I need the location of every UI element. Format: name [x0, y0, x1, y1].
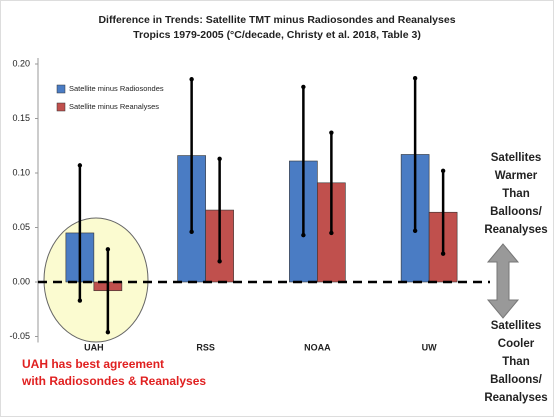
error-bar — [189, 77, 194, 235]
y-tick-label: -0.05 — [9, 331, 30, 341]
x-tick-label: NOAA — [304, 342, 331, 352]
x-tick-label: RSS — [196, 342, 215, 352]
y-tick-label: 0.15 — [12, 113, 30, 123]
double-arrow — [486, 243, 520, 319]
annotation: Reanalyses — [484, 224, 547, 236]
error-bar — [329, 130, 334, 236]
annotation: Warmer — [495, 170, 538, 182]
legend-label: Satellite minus Radiosondes — [69, 84, 164, 93]
y-tick-label: 0.05 — [12, 222, 30, 232]
error-bar — [301, 84, 306, 238]
error-bar — [217, 156, 222, 264]
y-tick-label: 0.00 — [12, 276, 30, 286]
x-tick-label: UW — [422, 342, 437, 352]
annotation: with Radiosondes & Reanalyses — [21, 374, 206, 388]
annotation: Balloons/ — [490, 374, 543, 386]
error-bar — [440, 168, 446, 256]
x-tick-label: UAH — [84, 342, 104, 352]
error-bar — [412, 75, 418, 233]
annotation: Than — [502, 188, 529, 200]
legend-label: Satellite minus Reanalyses — [69, 102, 159, 111]
annotation: Satellites — [491, 320, 542, 332]
legend-swatch — [56, 102, 66, 112]
y-tick-label: 0.10 — [12, 167, 30, 177]
highlight-ellipse — [43, 217, 149, 343]
error-bar — [105, 247, 111, 335]
annotation: UAH has best agreement — [22, 357, 164, 371]
annotation: Balloons/ — [490, 206, 543, 218]
annotation: Satellites — [491, 152, 542, 164]
legend-swatch — [56, 84, 66, 94]
annotation: Cooler — [498, 338, 535, 350]
annotation: Reanalyses — [484, 392, 547, 404]
annotation: Than — [502, 356, 529, 368]
error-bar — [77, 163, 83, 303]
y-tick-label: 0.20 — [12, 58, 30, 68]
chart-title: Tropics 1979-2005 (°C/decade, Christy et… — [133, 29, 421, 41]
chart-title: Difference in Trends: Satellite TMT minu… — [98, 14, 455, 26]
